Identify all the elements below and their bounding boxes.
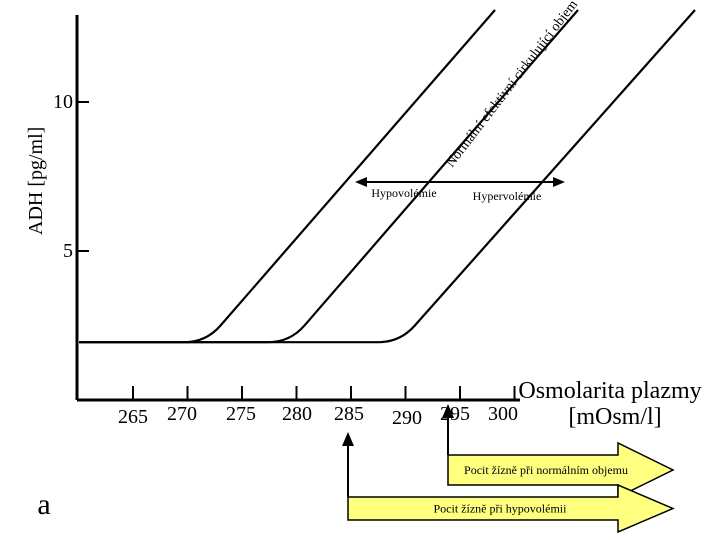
series-label-normal: Normální efektivní cirkulující objem	[443, 0, 581, 170]
annotation-hypervolemie: Hypervolémie	[473, 189, 542, 203]
y-tick-label: 10	[53, 91, 73, 113]
arrowhead-right	[553, 177, 565, 187]
curves	[79, 9, 696, 344]
thirst-stem-arrowhead	[342, 432, 354, 446]
x-tick-label: 275	[226, 403, 256, 425]
panel-label: a	[37, 488, 50, 521]
axes	[75, 15, 520, 402]
x-tick-label: 290	[392, 407, 422, 429]
thirst-block-arrow	[347, 483, 675, 534]
x-tick-label: 270	[167, 403, 197, 425]
y-tick-label: 5	[63, 240, 73, 262]
annotations: Normální efektivní cirkulující objem Hypo…	[342, 0, 675, 534]
y-axis-label: ADH [pg/ml]	[25, 127, 47, 235]
annotation-hypovolemie: Hypovolémie	[371, 186, 436, 200]
x-axis-label-line1: Osmolarita plazmy	[518, 378, 701, 404]
thirst-arrow-label: Pocit žízně při hypovolémii	[434, 502, 568, 516]
adh-curve	[79, 9, 579, 344]
x-axis-label-line2: [mOsm/l]	[568, 404, 661, 430]
x-tick-label: 300	[488, 403, 518, 425]
thirst-stem-arrowhead	[442, 404, 454, 418]
thirst-block-arrow	[447, 441, 675, 499]
arrowhead-left	[355, 177, 367, 187]
x-tick-label: 285	[334, 403, 364, 425]
adh-curve	[79, 9, 696, 344]
x-tick-label: 280	[282, 403, 312, 425]
thirst-arrow-label: Pocit žízně při normálním objemu	[464, 463, 628, 477]
x-tick-label: 265	[118, 406, 148, 428]
